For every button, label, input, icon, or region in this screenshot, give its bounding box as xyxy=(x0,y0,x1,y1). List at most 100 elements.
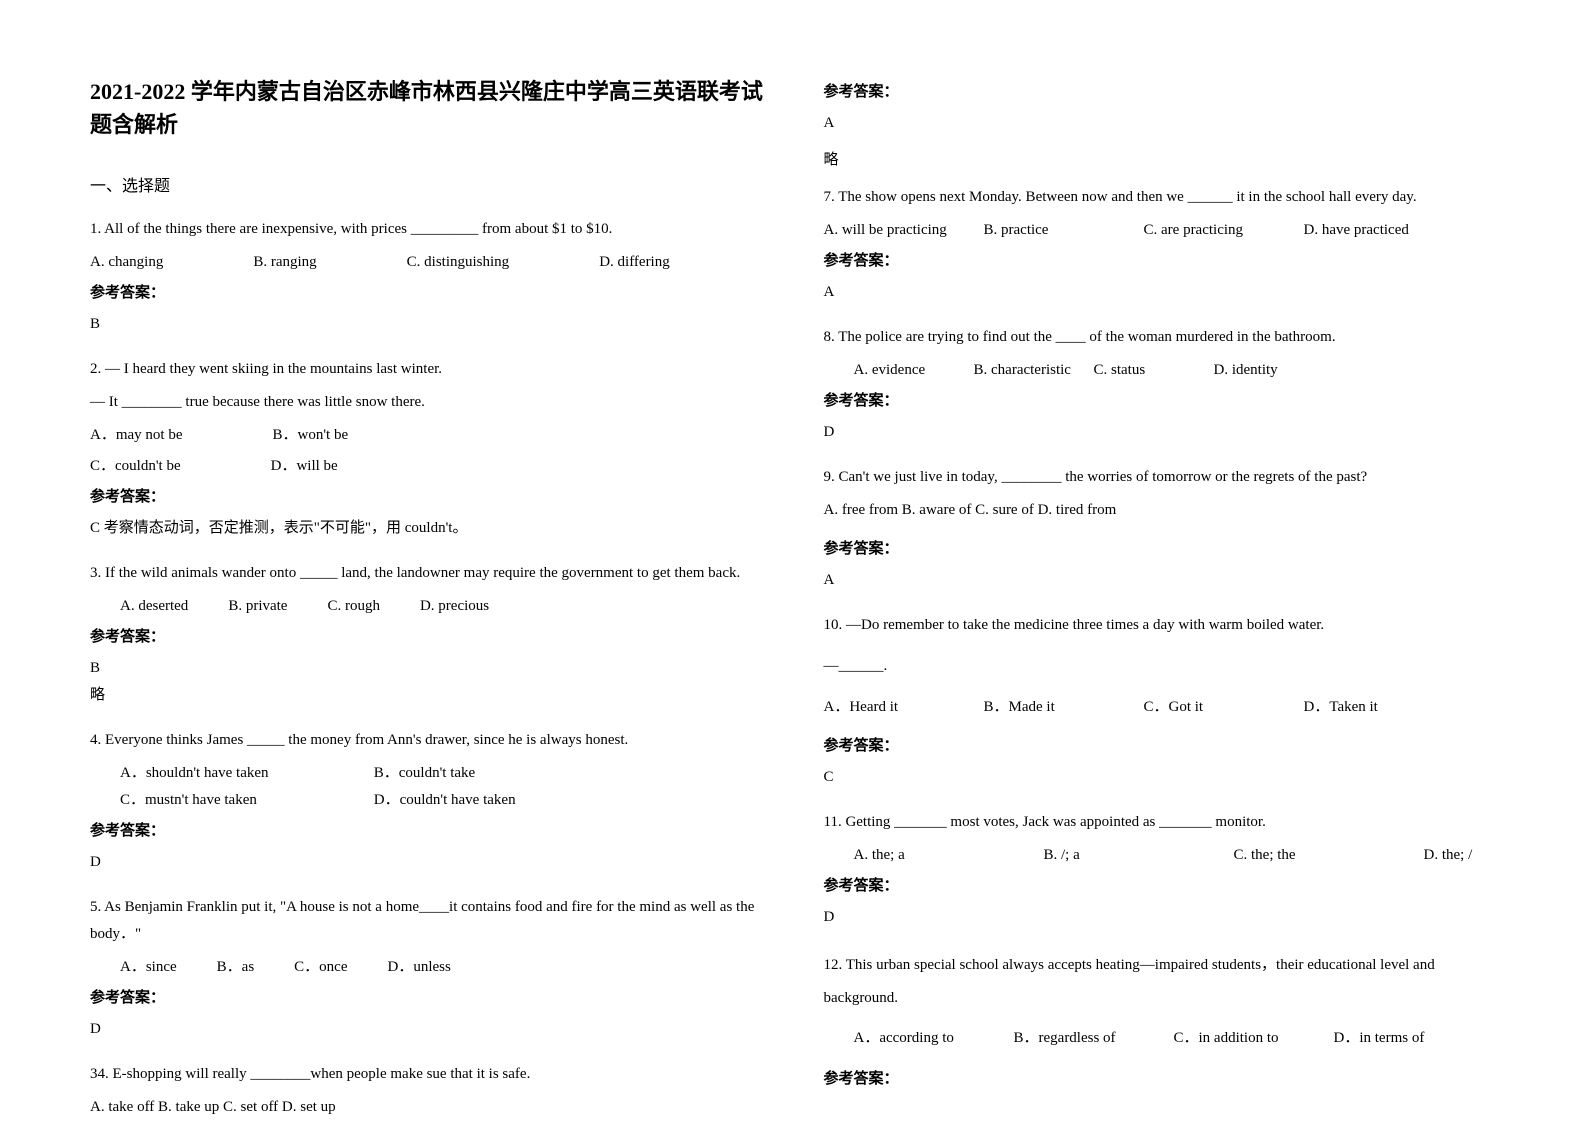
question-3: 3. If the wild animals wander onto _____… xyxy=(90,560,764,719)
q12-opt-c: C．in addition to xyxy=(1174,1025,1334,1052)
q8-answer-label: 参考答案： xyxy=(824,388,1498,415)
q7-opt-c: C. are practicing xyxy=(1144,217,1304,244)
q6-extra: 略 xyxy=(824,147,1498,174)
question-12: 12. This urban special school always acc… xyxy=(824,949,1498,1097)
q3-opt-c: C. rough xyxy=(327,593,380,620)
q5-options: A．since B．as C．once D．unless xyxy=(90,954,764,981)
q9-options: A. free from B. aware of C. sure of D. t… xyxy=(824,497,1498,524)
q10-opt-d: D．Taken it xyxy=(1304,694,1378,721)
question-1: 1. All of the things there are inexpensi… xyxy=(90,216,764,348)
q12-options: A．according to B．regardless of C．in addi… xyxy=(824,1025,1498,1052)
q5-opt-d: D．unless xyxy=(388,954,451,981)
q4-stem: 4. Everyone thinks James _____ the money… xyxy=(90,727,764,754)
q6-answer: A xyxy=(824,110,1498,137)
q11-options: A. the; a B. /; a C. the; the D. the; / xyxy=(824,842,1498,869)
q4-opt-c: C．mustn't have taken xyxy=(120,787,370,814)
q2-opt-c: C．couldn't be xyxy=(90,453,181,480)
q2-options-row1: A．may not be B．won't be xyxy=(90,422,764,449)
q1-opt-a: A. changing xyxy=(90,249,163,276)
q3-opt-b: B. private xyxy=(228,593,287,620)
q10-options: A．Heard it B．Made it C．Got it D．Taken it xyxy=(824,694,1498,721)
page-title: 2021-2022 学年内蒙古自治区赤峰市林西县兴隆庄中学高三英语联考试题含解析 xyxy=(90,75,764,141)
q4-opt-b: B．couldn't take xyxy=(374,765,475,781)
q12-opt-b: B．regardless of xyxy=(1014,1025,1174,1052)
q7-options: A. will be practicing B. practice C. are… xyxy=(824,217,1498,244)
q9-answer-label: 参考答案： xyxy=(824,536,1498,563)
q6-answer-label: 参考答案： xyxy=(824,79,1498,106)
q12-opt-a: A．according to xyxy=(854,1025,1014,1052)
q8-opt-a: A. evidence xyxy=(854,357,974,384)
q3-options: A. deserted B. private C. rough D. preci… xyxy=(90,593,764,620)
question-9: 9. Can't we just live in today, ________… xyxy=(824,464,1498,604)
question-11: 11. Getting _______ most votes, Jack was… xyxy=(824,809,1498,941)
q9-answer: A xyxy=(824,567,1498,594)
q1-opt-c: C. distinguishing xyxy=(407,249,510,276)
question-10: 10. —Do remember to take the medicine th… xyxy=(824,612,1498,801)
q1-options: A. changing B. ranging C. distinguishing… xyxy=(90,249,764,276)
q10-answer-label: 参考答案： xyxy=(824,733,1498,760)
q4-opt-a: A．shouldn't have taken xyxy=(120,760,370,787)
q8-answer: D xyxy=(824,419,1498,446)
q1-answer-label: 参考答案： xyxy=(90,280,764,307)
q5-opt-c: C．once xyxy=(294,954,347,981)
question-5: 5. As Benjamin Franklin put it, "A house… xyxy=(90,894,764,1053)
question-8: 8. The police are trying to find out the… xyxy=(824,324,1498,456)
q5-answer: D xyxy=(90,1016,764,1043)
q2-options-row2: C．couldn't be D．will be xyxy=(90,453,764,480)
q2-explain: C 考察情态动词，否定推测，表示"不可能"，用 couldn't。 xyxy=(90,515,764,542)
q4-options-row2: C．mustn't have taken D．couldn't have tak… xyxy=(90,787,764,814)
q1-stem: 1. All of the things there are inexpensi… xyxy=(90,216,764,243)
q1-opt-d: D. differing xyxy=(599,249,670,276)
q10-answer: C xyxy=(824,764,1498,791)
q5-answer-label: 参考答案： xyxy=(90,985,764,1012)
q3-opt-a: A. deserted xyxy=(120,593,188,620)
q8-stem: 8. The police are trying to find out the… xyxy=(824,324,1498,351)
q12-answer-label: 参考答案： xyxy=(824,1066,1498,1093)
q2-opt-b: B．won't be xyxy=(272,422,348,449)
q4-answer-label: 参考答案： xyxy=(90,818,764,845)
q2-opt-d: D．will be xyxy=(271,453,338,480)
q4-opt-d: D．couldn't have taken xyxy=(374,792,516,808)
question-7: 7. The show opens next Monday. Between n… xyxy=(824,184,1498,316)
q11-opt-a: A. the; a xyxy=(854,842,1044,869)
q7-answer: A xyxy=(824,279,1498,306)
q8-options: A. evidence B. characteristic C. status … xyxy=(824,357,1498,384)
q9-stem: 9. Can't we just live in today, ________… xyxy=(824,464,1498,491)
q2-opt-a: A．may not be xyxy=(90,422,182,449)
q5-opt-a: A．since xyxy=(120,954,177,981)
q2-answer-label: 参考答案： xyxy=(90,484,764,511)
q3-stem: 3. If the wild animals wander onto _____… xyxy=(90,560,764,587)
q11-opt-d: D. the; / xyxy=(1424,842,1473,869)
q11-stem: 11. Getting _______ most votes, Jack was… xyxy=(824,809,1498,836)
q11-opt-b: B. /; a xyxy=(1044,842,1234,869)
q3-opt-d: D. precious xyxy=(420,593,489,620)
q1-opt-b: B. ranging xyxy=(253,249,316,276)
q10-stem1: 10. —Do remember to take the medicine th… xyxy=(824,612,1498,639)
q1-answer: B xyxy=(90,311,764,338)
q2-stem2: — It ________ true because there was lit… xyxy=(90,389,764,416)
question-2: 2. — I heard they went skiing in the mou… xyxy=(90,356,764,552)
q10-opt-b: B．Made it xyxy=(984,694,1144,721)
section-header: 一、选择题 xyxy=(90,173,764,202)
q7-opt-d: D. have practiced xyxy=(1304,217,1409,244)
q4-answer: D xyxy=(90,849,764,876)
q6-stem: 34. E-shopping will really ________when … xyxy=(90,1061,764,1088)
q3-answer-label: 参考答案： xyxy=(90,624,764,651)
q7-stem: 7. The show opens next Monday. Between n… xyxy=(824,184,1498,211)
q4-options-row1: A．shouldn't have taken B．couldn't take xyxy=(90,760,764,787)
q10-opt-c: C．Got it xyxy=(1144,694,1304,721)
q3-extra: 略 xyxy=(90,682,764,709)
q8-opt-d: D. identity xyxy=(1214,357,1278,384)
q7-opt-b: B. practice xyxy=(984,217,1144,244)
q11-opt-c: C. the; the xyxy=(1234,842,1424,869)
q5-opt-b: B．as xyxy=(217,954,255,981)
q11-answer-label: 参考答案： xyxy=(824,873,1498,900)
q12-opt-d: D．in terms of xyxy=(1334,1025,1425,1052)
q3-answer: B xyxy=(90,655,764,682)
q6-options: A. take off B. take up C. set off D. set… xyxy=(90,1094,764,1121)
q7-answer-label: 参考答案： xyxy=(824,248,1498,275)
q8-opt-b: B. characteristic xyxy=(974,357,1094,384)
question-6: 34. E-shopping will really ________when … xyxy=(90,1061,764,1121)
q10-opt-a: A．Heard it xyxy=(824,694,984,721)
q10-stem2: —______. xyxy=(824,653,1498,680)
